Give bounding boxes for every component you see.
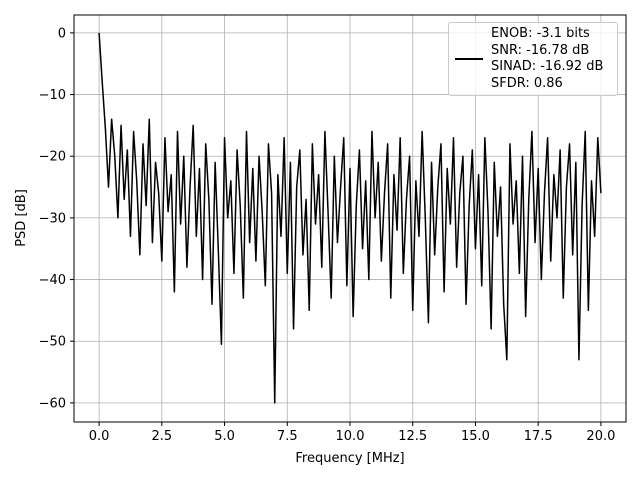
y-tick-label: −20 bbox=[39, 150, 66, 165]
legend-label: ENOB: -3.1 bits SNR: -16.78 dB SINAD: -1… bbox=[491, 26, 604, 91]
x-tick-label: 20.0 bbox=[586, 429, 615, 444]
x-tick-label: 5.0 bbox=[214, 429, 235, 444]
x-tick-label: 15.0 bbox=[461, 429, 490, 444]
x-tick-label: 10.0 bbox=[336, 429, 365, 444]
y-tick-label: −30 bbox=[39, 211, 66, 226]
legend: ENOB: -3.1 bits SNR: -16.78 dB SINAD: -1… bbox=[448, 22, 618, 96]
x-tick-label: 2.5 bbox=[151, 429, 172, 444]
y-tick-label: −40 bbox=[39, 273, 66, 288]
y-tick-label: −10 bbox=[39, 88, 66, 103]
legend-swatch bbox=[455, 58, 483, 60]
x-tick-label: 17.5 bbox=[524, 429, 553, 444]
y-tick-label: −60 bbox=[39, 396, 66, 411]
x-tick-label: 0.0 bbox=[89, 429, 110, 444]
plot-frame bbox=[73, 14, 627, 423]
psd-line bbox=[98, 32, 602, 404]
x-tick-label: 12.5 bbox=[398, 429, 427, 444]
y-tick-label: −50 bbox=[39, 335, 66, 350]
y-tick-label: 0 bbox=[58, 26, 66, 41]
x-axis-label: Frequency [MHz] bbox=[295, 451, 404, 466]
x-tick-label: 7.5 bbox=[277, 429, 298, 444]
y-axis-label: PSD [dB] bbox=[14, 189, 29, 247]
